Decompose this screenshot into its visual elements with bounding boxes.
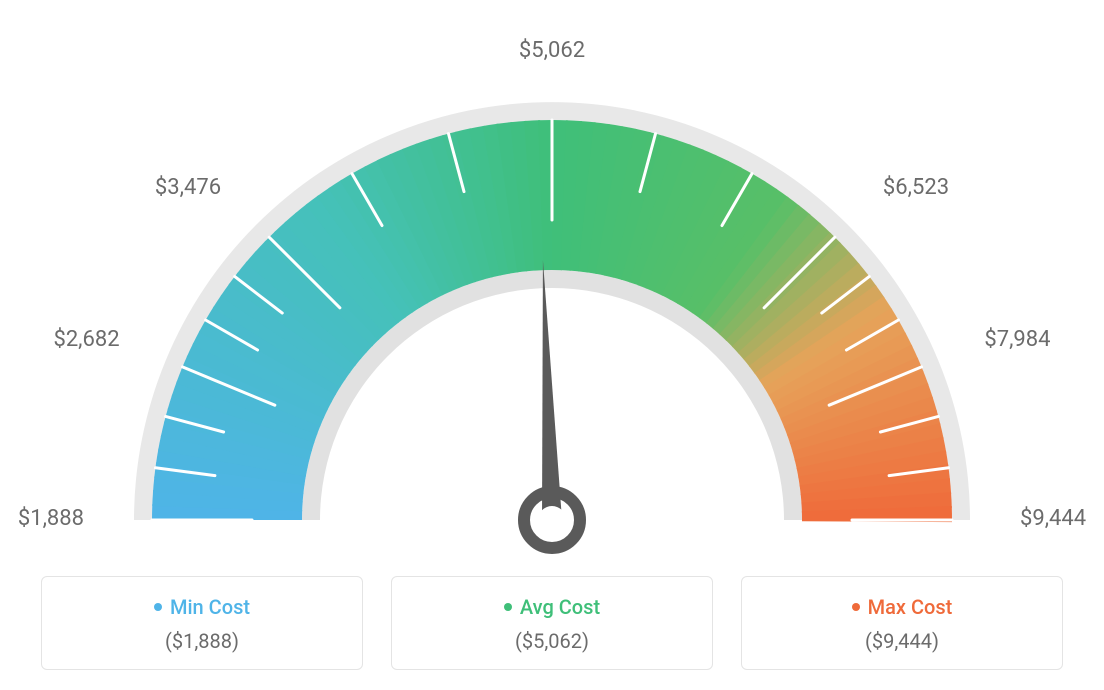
avg-cost-card: Avg Cost ($5,062)	[391, 576, 713, 670]
gauge-tick-label: $1,888	[18, 506, 84, 531]
gauge-tick-label: $2,682	[53, 327, 119, 352]
gauge-tick-label: $7,984	[984, 327, 1050, 352]
max-cost-card: Max Cost ($9,444)	[741, 576, 1063, 670]
max-dot-icon	[852, 603, 860, 611]
avg-cost-label: Avg Cost	[520, 595, 600, 619]
gauge-tick-label: $5,062	[519, 38, 585, 63]
gauge-chart: $1,888 $2,682 $3,476 $5,062 $6,523 $7,984 $9,4…	[0, 0, 1104, 560]
min-cost-label: Min Cost	[170, 595, 250, 619]
min-cost-title: Min Cost	[154, 595, 250, 619]
avg-cost-title: Avg Cost	[504, 595, 600, 619]
summary-cards-row: Min Cost ($1,888) Avg Cost ($5,062) Max …	[0, 576, 1104, 670]
avg-dot-icon	[504, 603, 512, 611]
min-cost-value: ($1,888)	[52, 629, 352, 653]
gauge-needle	[524, 260, 580, 548]
max-cost-value: ($9,444)	[752, 629, 1052, 653]
max-cost-label: Max Cost	[868, 595, 953, 619]
min-dot-icon	[154, 603, 162, 611]
gauge-cost-widget: $1,888 $2,682 $3,476 $5,062 $6,523 $7,984 $9,4…	[0, 0, 1104, 690]
min-cost-card: Min Cost ($1,888)	[41, 576, 363, 670]
gauge-tick-label: $9,444	[1020, 506, 1086, 531]
max-cost-title: Max Cost	[852, 595, 953, 619]
gauge-tick-label: $6,523	[883, 175, 949, 200]
avg-cost-value: ($5,062)	[402, 629, 702, 653]
gauge-tick-label: $3,476	[155, 175, 221, 200]
